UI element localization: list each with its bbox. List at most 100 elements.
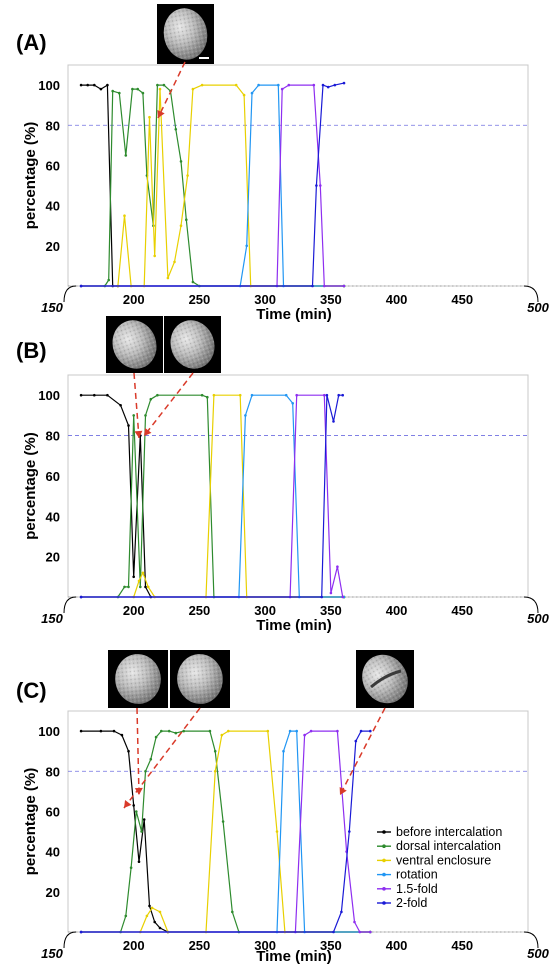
- data-point: [158, 926, 162, 930]
- x-tick-label: 350: [320, 292, 342, 307]
- data-point: [118, 91, 121, 95]
- data-point: [245, 244, 248, 248]
- series-line: [81, 84, 344, 287]
- x-axis-start-curve: [63, 285, 77, 303]
- y-tick-label: 40: [46, 509, 60, 524]
- data-point: [200, 393, 204, 397]
- legend-entry: dorsal intercalation: [377, 839, 501, 853]
- y-tick-label: 80: [46, 429, 60, 444]
- legend-marker: [382, 872, 386, 877]
- series-4: [79, 729, 372, 934]
- y-tick-label: 20: [46, 550, 60, 565]
- x-tick-label: 400: [386, 292, 408, 307]
- x-tick-label: 400: [386, 603, 408, 618]
- data-point: [213, 770, 217, 773]
- data-point: [142, 818, 146, 821]
- data-point: [137, 860, 141, 863]
- data-point: [124, 914, 128, 918]
- x-tick-label: 300: [254, 603, 276, 618]
- data-point: [319, 184, 322, 187]
- pointer-arrow: [134, 707, 143, 796]
- y-tick-label: 40: [46, 845, 60, 860]
- y-tick-label: 100: [38, 388, 60, 403]
- x-tick-label: 350: [320, 938, 342, 953]
- data-point: [158, 910, 162, 914]
- data-point: [221, 820, 225, 823]
- embryo-texture: [115, 654, 161, 704]
- x-axis-end-label: 500: [527, 946, 549, 961]
- x-axis-start-curve: [63, 931, 77, 949]
- y-tick-label: 80: [46, 764, 60, 779]
- data-point: [329, 591, 333, 595]
- x-tick-label: 300: [254, 938, 276, 953]
- y-axis-title: percentage (%): [22, 122, 39, 230]
- data-point: [146, 585, 150, 589]
- data-point: [342, 81, 346, 85]
- data-point: [326, 85, 330, 89]
- data-point: [174, 128, 178, 131]
- data-point: [167, 729, 171, 733]
- data-point: [182, 729, 185, 733]
- legend-label: rotation: [396, 868, 438, 882]
- x-tick-label: 400: [386, 938, 408, 953]
- data-point: [191, 280, 195, 284]
- legend-marker: [382, 901, 386, 905]
- data-point: [250, 91, 254, 95]
- data-point: [231, 910, 234, 914]
- data-point: [150, 906, 154, 910]
- data-point: [280, 87, 284, 91]
- x-tick-label: 200: [123, 938, 145, 953]
- y-tick-label: 40: [46, 199, 60, 214]
- data-point: [315, 184, 318, 187]
- data-point: [342, 284, 346, 288]
- series-3: [79, 729, 372, 934]
- embryo-image: [106, 316, 163, 373]
- series-line: [81, 84, 344, 287]
- x-axis-start-curve: [63, 596, 77, 614]
- arrow-shaft: [339, 707, 386, 796]
- legend-marker: [382, 887, 386, 891]
- data-point: [358, 930, 362, 934]
- data-point: [323, 284, 326, 288]
- data-point: [213, 749, 217, 753]
- data-point: [332, 930, 335, 934]
- x-axis-end-curve: [523, 285, 539, 303]
- data-point: [148, 115, 151, 119]
- data-point: [179, 224, 183, 227]
- embryo-texture: [170, 320, 215, 369]
- chart-panel: (C) 150 500 200 250 300 350 400 450 20 40 60 80 100 Ti…: [16, 650, 550, 965]
- legend-label: before intercalation: [396, 825, 502, 839]
- data-point: [127, 424, 130, 427]
- data-point: [282, 749, 285, 753]
- data-point: [136, 87, 139, 91]
- data-point: [156, 83, 159, 87]
- x-tick-label: 450: [451, 938, 473, 953]
- data-point: [288, 729, 292, 733]
- series-0: [79, 83, 346, 288]
- data-point: [332, 420, 335, 423]
- data-point: [158, 87, 162, 91]
- data-point: [120, 733, 124, 737]
- data-point: [295, 729, 299, 733]
- data-point: [129, 866, 133, 869]
- y-tick-label: 20: [46, 239, 60, 254]
- data-point: [348, 830, 351, 833]
- x-axis-title: Time (min): [256, 948, 332, 965]
- data-point: [127, 749, 130, 753]
- x-axis-title: Time (min): [256, 617, 332, 634]
- data-point: [186, 174, 189, 177]
- x-tick-label: 450: [451, 292, 473, 307]
- y-tick-label: 60: [46, 804, 60, 819]
- data-point: [337, 393, 341, 397]
- y-tick-label: 80: [46, 118, 60, 133]
- data-point: [154, 735, 158, 739]
- data-point: [266, 729, 270, 733]
- data-point: [160, 729, 163, 733]
- legend-label: 2-fold: [396, 896, 427, 910]
- plot-frame: [67, 64, 529, 287]
- embryo-fold: [370, 669, 402, 689]
- arrow-head: [339, 786, 347, 795]
- data-point: [191, 87, 195, 91]
- data-point: [106, 83, 109, 87]
